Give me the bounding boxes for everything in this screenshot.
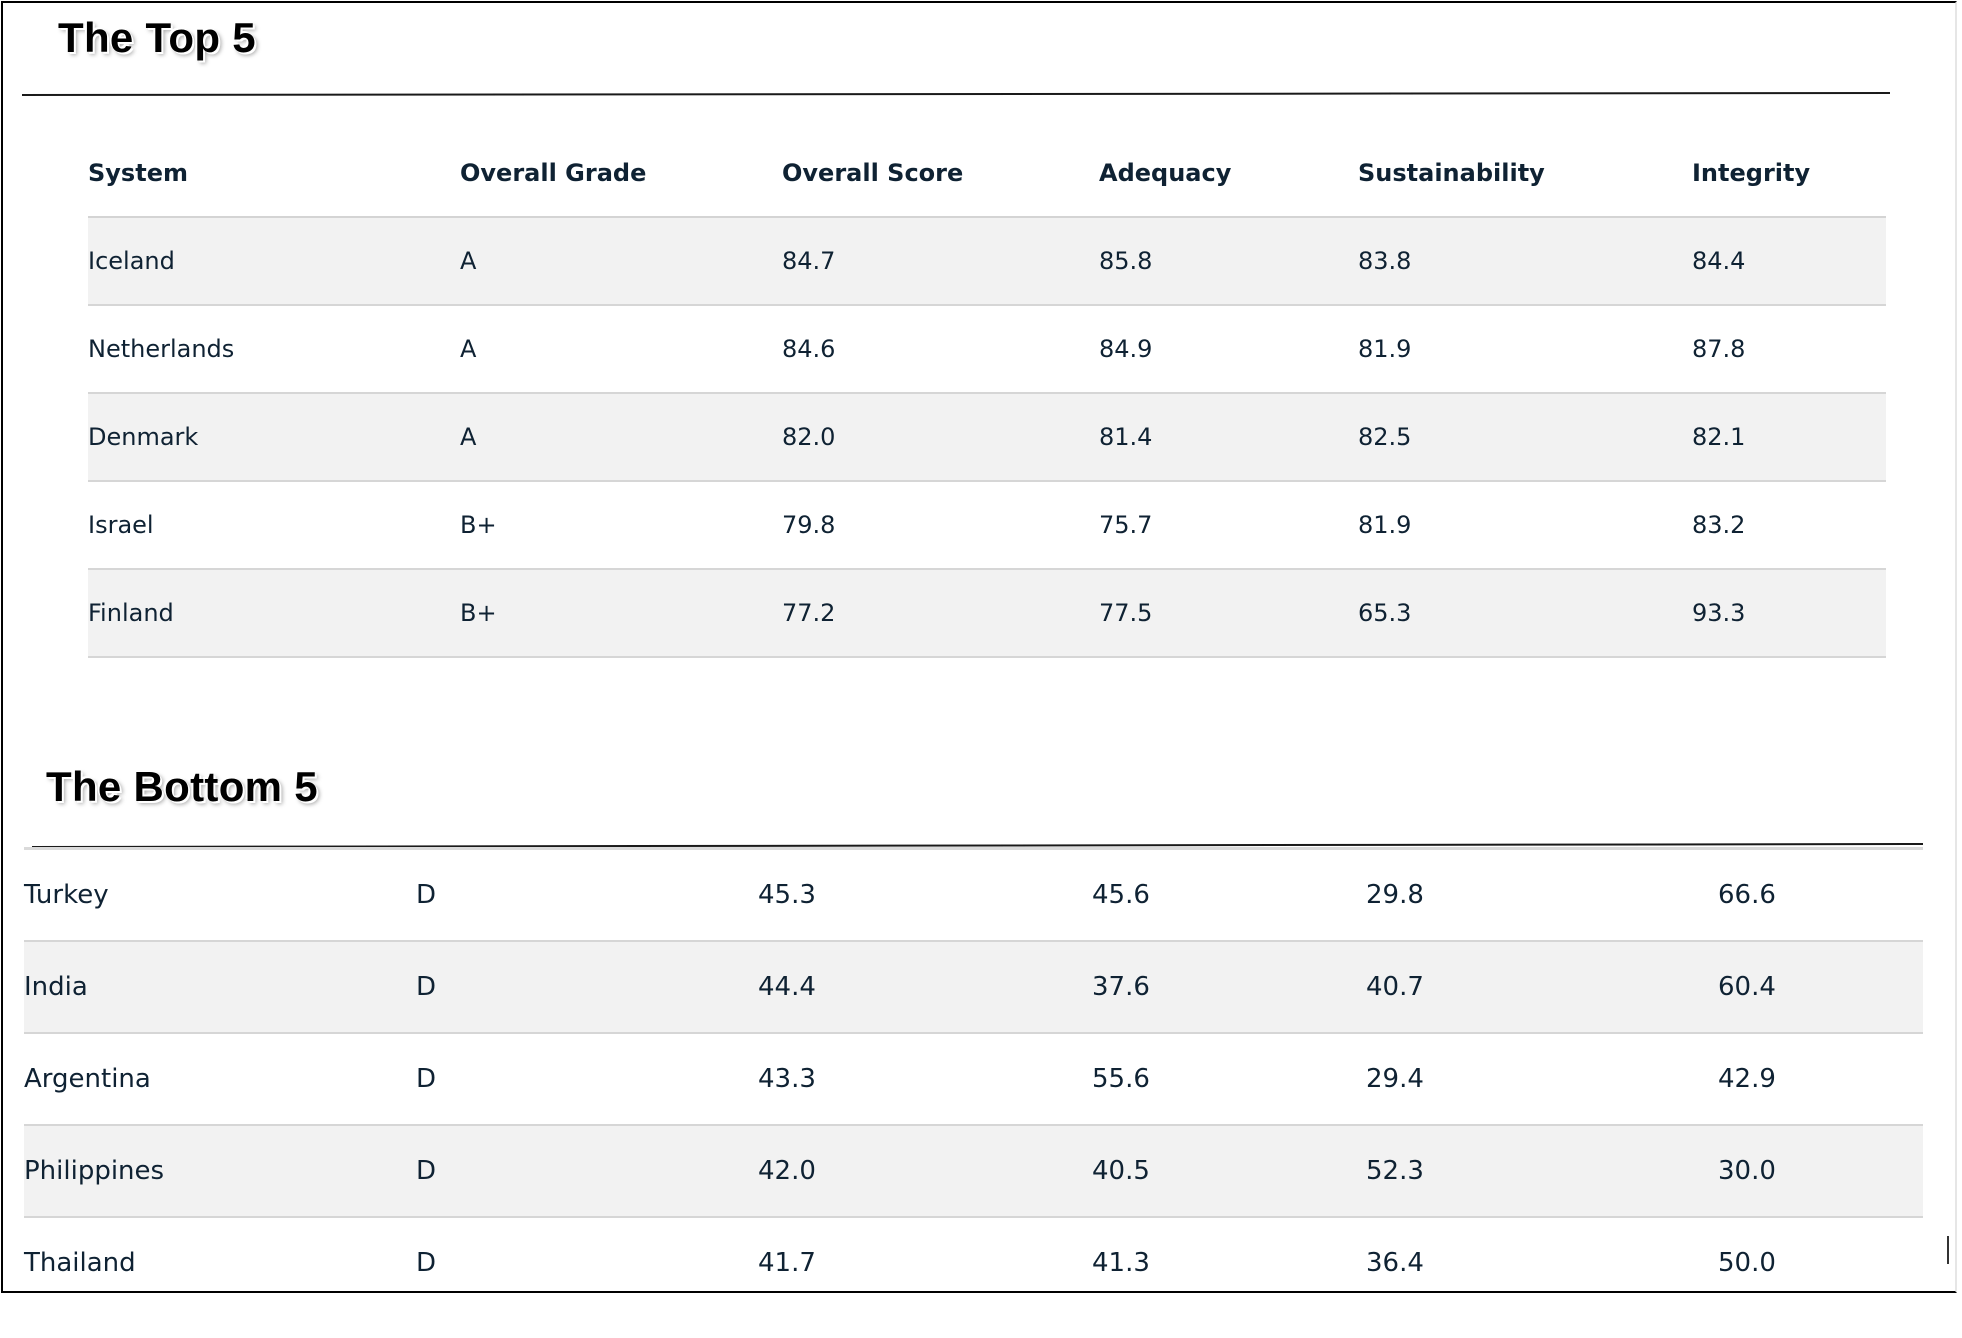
cell-adequacy: 40.5 (1092, 1125, 1366, 1218)
cell-sustainability: 83.8 (1358, 217, 1692, 306)
cell-sustainability: 29.8 (1366, 848, 1718, 942)
cell-overall-grade: A (460, 305, 782, 394)
cell-adequacy: 81.4 (1099, 393, 1358, 482)
cell-adequacy: 41.3 (1092, 1248, 1150, 1278)
cell-overall-score: 44.4 (758, 941, 1092, 1034)
table-row: Denmark A 82.0 81.4 82.5 82.1 (88, 393, 1886, 482)
cell-overall-grade: D (416, 1033, 758, 1126)
cell-overall-score: 43.3 (758, 1033, 1092, 1126)
cell-adequacy: 55.6 (1092, 1033, 1366, 1126)
header-system: System (88, 130, 460, 218)
table-row: Netherlands A 84.6 84.9 81.9 87.8 (88, 305, 1886, 394)
cell-adequacy: 37.6 (1092, 941, 1366, 1034)
cell-sustainability: 81.9 (1358, 305, 1692, 394)
top-5-table: System Overall Grade Overall Score Adequ… (88, 130, 1886, 658)
header-sustainability: Sustainability (1358, 130, 1692, 218)
cell-system: Iceland (88, 217, 460, 306)
cell-integrity: 30.0 (1718, 1125, 1923, 1218)
cell-integrity: 42.9 (1718, 1033, 1923, 1126)
cell-system: Denmark (88, 393, 460, 482)
cell-overall-score: 41.7 (758, 1248, 816, 1278)
cell-system: Netherlands (88, 305, 460, 394)
table-row: Thailand D 41.7 41.3 36.4 50.0 (24, 1217, 1923, 1308)
cell-sustainability: 29.4 (1366, 1033, 1718, 1126)
bottom-5-table: Turkey D 45.3 45.6 29.8 66.6 India D 44.… (24, 847, 1923, 1308)
cell-system: Turkey (24, 848, 416, 942)
cell-integrity: 82.1 (1692, 393, 1886, 482)
table-row: Turkey D 45.3 45.6 29.8 66.6 (24, 848, 1923, 942)
cell-sustainability: 36.4 (1366, 1248, 1424, 1278)
cell-sustainability: 65.3 (1358, 569, 1692, 658)
cell-overall-score: 84.7 (782, 217, 1099, 306)
cell-overall-score: 77.2 (782, 569, 1099, 658)
cell-system: India (24, 941, 416, 1034)
cell-overall-score: 84.6 (782, 305, 1099, 394)
table-header-row: System Overall Grade Overall Score Adequ… (88, 130, 1886, 218)
table-row: Finland B+ 77.2 77.5 65.3 93.3 (88, 569, 1886, 658)
cell-overall-grade: A (460, 393, 782, 482)
cell-sustainability: 52.3 (1366, 1125, 1718, 1218)
cell-overall-grade: B+ (460, 569, 782, 658)
cell-integrity: 50.0 (1718, 1248, 1776, 1278)
cell-adequacy: 77.5 (1099, 569, 1358, 658)
cell-integrity: 87.8 (1692, 305, 1886, 394)
cell-overall-grade: D (416, 941, 758, 1034)
cell-overall-grade: D (416, 848, 758, 942)
table-row: Argentina D 43.3 55.6 29.4 42.9 (24, 1033, 1923, 1126)
text-cursor (1947, 1236, 1949, 1264)
cell-adequacy: 75.7 (1099, 481, 1358, 570)
cell-system: Philippines (24, 1125, 416, 1218)
cell-adequacy: 45.6 (1092, 848, 1366, 942)
table-row: Philippines D 42.0 40.5 52.3 30.0 (24, 1125, 1923, 1218)
table-row: India D 44.4 37.6 40.7 60.4 (24, 941, 1923, 1034)
cell-system: Argentina (24, 1033, 416, 1126)
header-adequacy: Adequacy (1099, 130, 1358, 218)
top-5-heading: The Top 5 (58, 14, 256, 61)
cell-system: Israel (88, 481, 460, 570)
cell-integrity: 84.4 (1692, 217, 1886, 306)
cell-integrity: 83.2 (1692, 481, 1886, 570)
cell-integrity: 60.4 (1718, 941, 1923, 1034)
cell-overall-grade: A (460, 217, 782, 306)
cell-overall-score: 82.0 (782, 393, 1099, 482)
cell-overall-score: 45.3 (758, 848, 1092, 942)
cell-overall-score: 79.8 (782, 481, 1099, 570)
cell-system: Finland (88, 569, 460, 658)
header-overall-score: Overall Score (782, 130, 1099, 218)
table-row: Israel B+ 79.8 75.7 81.9 83.2 (88, 481, 1886, 570)
cell-adequacy: 84.9 (1099, 305, 1358, 394)
header-overall-grade: Overall Grade (460, 130, 782, 218)
header-integrity: Integrity (1692, 130, 1886, 218)
cell-adequacy: 85.8 (1099, 217, 1358, 306)
cell-integrity: 66.6 (1718, 848, 1923, 942)
cell-sustainability: 40.7 (1366, 941, 1718, 1034)
cell-overall-grade: D (416, 1125, 758, 1218)
bottom-5-heading: The Bottom 5 (46, 763, 318, 810)
cell-sustainability: 82.5 (1358, 393, 1692, 482)
cell-integrity: 93.3 (1692, 569, 1886, 658)
cell-sustainability: 81.9 (1358, 481, 1692, 570)
cell-overall-grade: B+ (460, 481, 782, 570)
cell-overall-grade: D (416, 1248, 437, 1278)
cell-system: Thailand (24, 1248, 136, 1278)
cell-overall-score: 42.0 (758, 1125, 1092, 1218)
table-row: Iceland A 84.7 85.8 83.8 84.4 (88, 217, 1886, 306)
